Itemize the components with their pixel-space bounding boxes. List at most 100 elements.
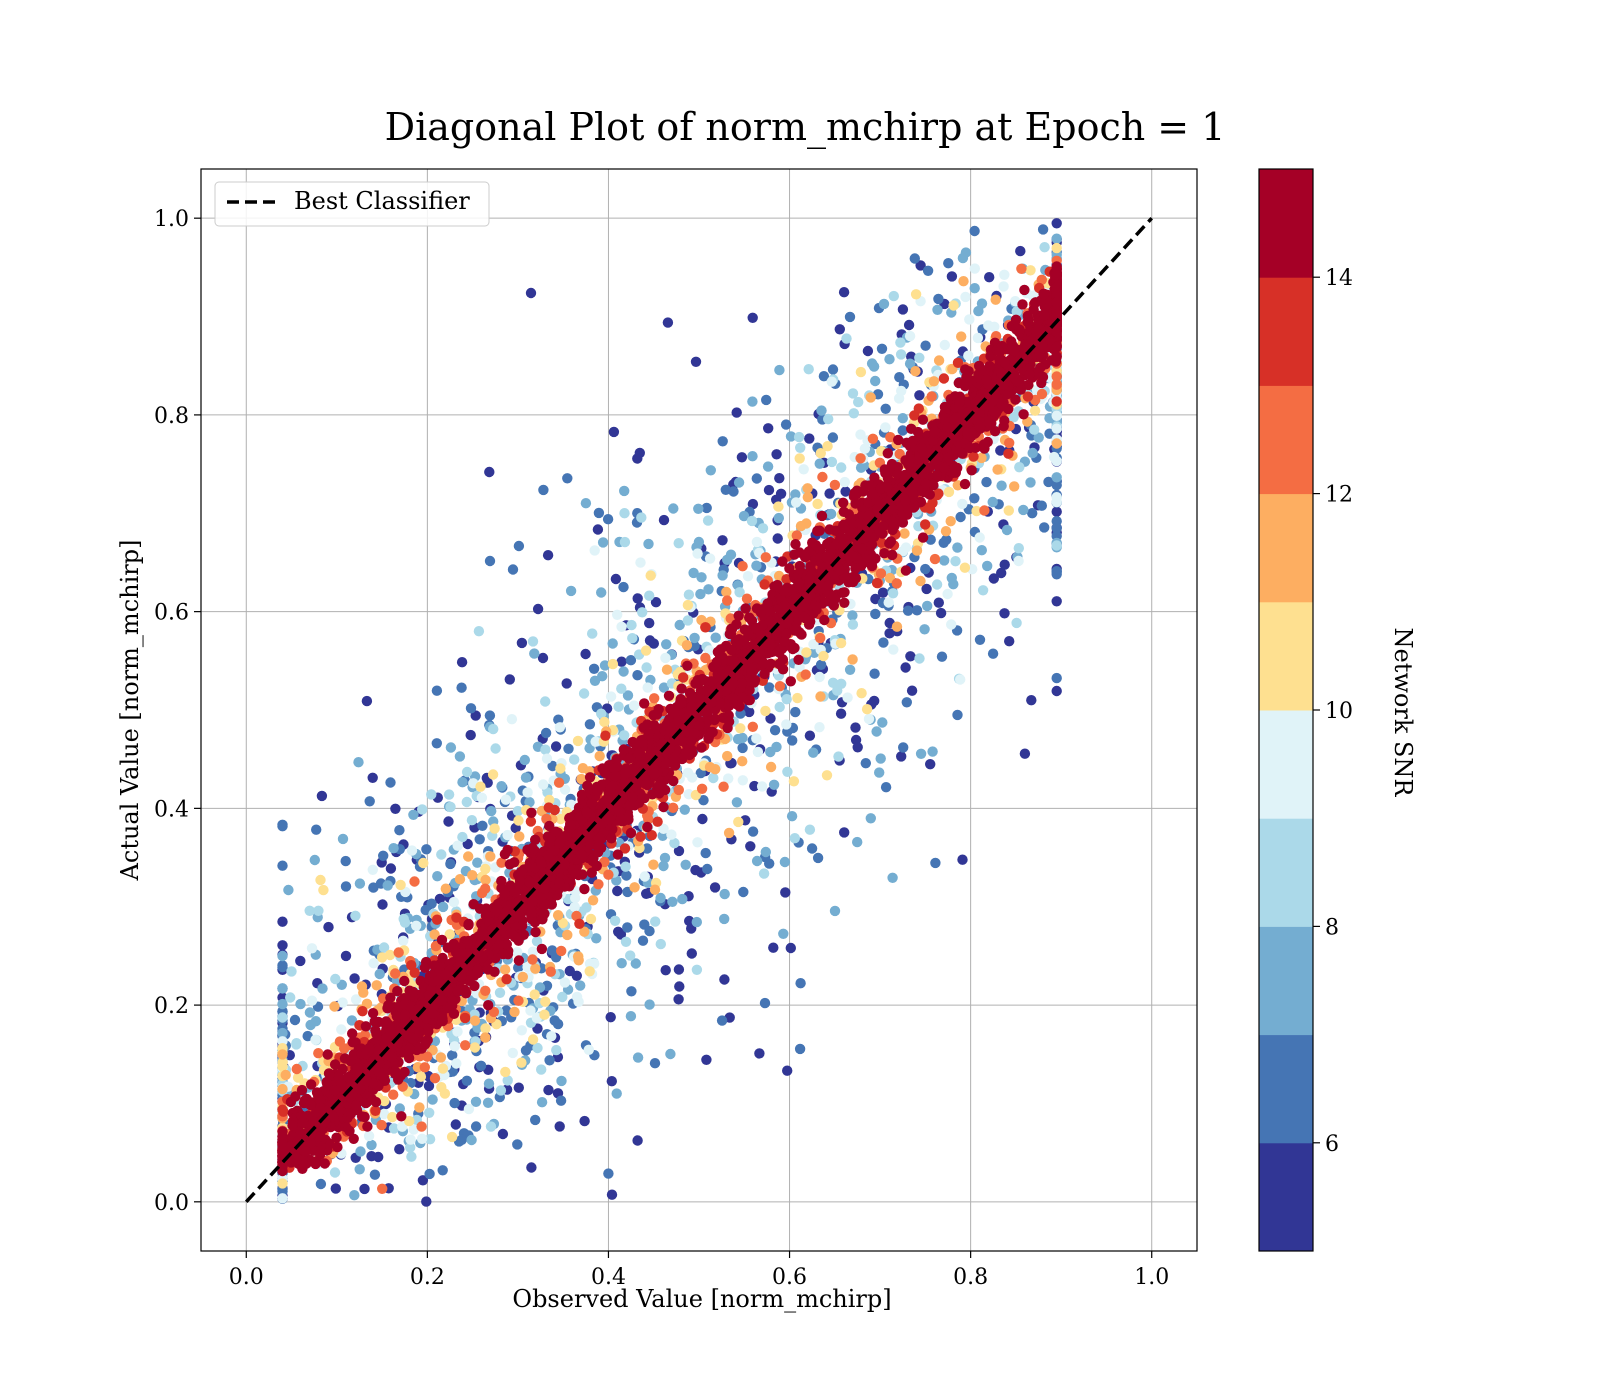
scatter-point — [929, 553, 941, 565]
scatter-point — [431, 685, 443, 696]
scatter-point — [1011, 306, 1022, 317]
scatter-point — [415, 1071, 427, 1082]
scatter-point — [939, 339, 950, 351]
scatter-point — [847, 619, 859, 630]
scatter-point — [376, 952, 388, 963]
scatter-point — [562, 473, 573, 484]
scatter-point — [592, 524, 604, 535]
scatter-point — [895, 349, 907, 360]
scatter-point — [302, 1030, 313, 1042]
scatter-point — [759, 997, 771, 1009]
scatter-point — [457, 831, 468, 843]
scatter-point — [763, 484, 775, 496]
scatter-point — [635, 557, 646, 568]
scatter-point — [888, 644, 899, 655]
scatter-point — [974, 532, 985, 543]
scatter-point — [360, 1021, 372, 1032]
scatter-point — [603, 869, 614, 880]
scatter-point — [823, 413, 834, 425]
scatter-point — [384, 949, 396, 961]
scatter-point — [305, 1019, 316, 1031]
scatter-point — [747, 826, 759, 837]
scatter-point — [622, 922, 633, 933]
scatter-point — [393, 947, 404, 958]
scatter-point — [564, 965, 575, 977]
scatter-point — [429, 929, 440, 940]
scatter-point — [977, 585, 989, 596]
scatter-point — [477, 820, 488, 831]
scatter-point — [900, 662, 911, 673]
scatter-point — [938, 537, 949, 548]
scatter-point — [952, 709, 963, 721]
scatter-point — [721, 586, 732, 598]
scatter-point — [1051, 596, 1062, 607]
scatter-point — [436, 849, 447, 860]
scatter-point — [461, 796, 472, 808]
scatter-point — [452, 1026, 463, 1037]
scatter-point — [488, 723, 499, 735]
scatter-point — [483, 1000, 494, 1011]
scatter-point — [496, 781, 507, 792]
scatter-point — [690, 864, 701, 876]
scatter-point — [436, 934, 448, 946]
scatter-point — [437, 901, 449, 913]
scatter-point — [666, 829, 677, 840]
scatter-point — [377, 1183, 388, 1195]
scatter-point — [605, 1012, 616, 1023]
scatter-point — [677, 893, 688, 905]
scatter-point — [457, 777, 468, 788]
scatter-point — [291, 1039, 302, 1050]
scatter-point — [782, 1065, 793, 1076]
scatter-point — [538, 779, 549, 790]
scatter-point — [449, 1041, 460, 1052]
scatter-point — [292, 1072, 304, 1083]
scatter-point — [417, 804, 428, 815]
scatter-point — [525, 287, 537, 299]
scatter-point — [945, 516, 956, 527]
scatter-point — [1015, 245, 1026, 257]
scatter-point — [588, 663, 600, 674]
scatter-point — [998, 281, 1009, 292]
scatter-point — [936, 651, 948, 662]
scatter-point — [758, 868, 770, 879]
scatter-point — [561, 678, 572, 689]
scatter-point — [358, 987, 369, 998]
scatter-point — [878, 298, 890, 310]
scatter-point — [359, 1183, 370, 1195]
scatter-point — [496, 857, 507, 868]
scatter-point — [466, 815, 478, 826]
scatter-point — [340, 855, 351, 867]
scatter-point — [737, 561, 748, 572]
scatter-point — [884, 628, 895, 639]
scatter-point — [661, 664, 673, 675]
scatter-point — [354, 1164, 365, 1175]
scatter-point — [1018, 409, 1029, 420]
scatter-point — [319, 1158, 330, 1169]
scatter-point — [553, 777, 565, 788]
scatter-point — [893, 434, 904, 446]
scatter-point — [578, 688, 590, 699]
scatter-point — [700, 652, 711, 664]
scatter-point — [920, 563, 931, 575]
scatter-point — [827, 432, 839, 443]
scatter-point — [584, 719, 596, 730]
scatter-point — [996, 567, 1007, 579]
scatter-point — [354, 878, 366, 889]
scatter-point — [989, 321, 1000, 332]
scatter-point — [891, 621, 903, 632]
scatter-point — [1001, 524, 1013, 536]
scatter-point — [337, 833, 349, 845]
scatter-point — [817, 471, 828, 483]
scatter-point — [1025, 477, 1036, 488]
scatter-point — [800, 669, 811, 680]
scatter-point — [405, 1142, 416, 1153]
scatter-point — [682, 599, 694, 611]
scatter-point — [788, 776, 800, 787]
scatter-point — [286, 966, 297, 977]
scatter-point — [538, 484, 549, 496]
scatter-point — [563, 743, 574, 754]
scatter-point — [489, 823, 500, 834]
scatter-point — [437, 1165, 448, 1176]
scatter-point — [637, 607, 648, 618]
scatter-point — [747, 498, 759, 510]
